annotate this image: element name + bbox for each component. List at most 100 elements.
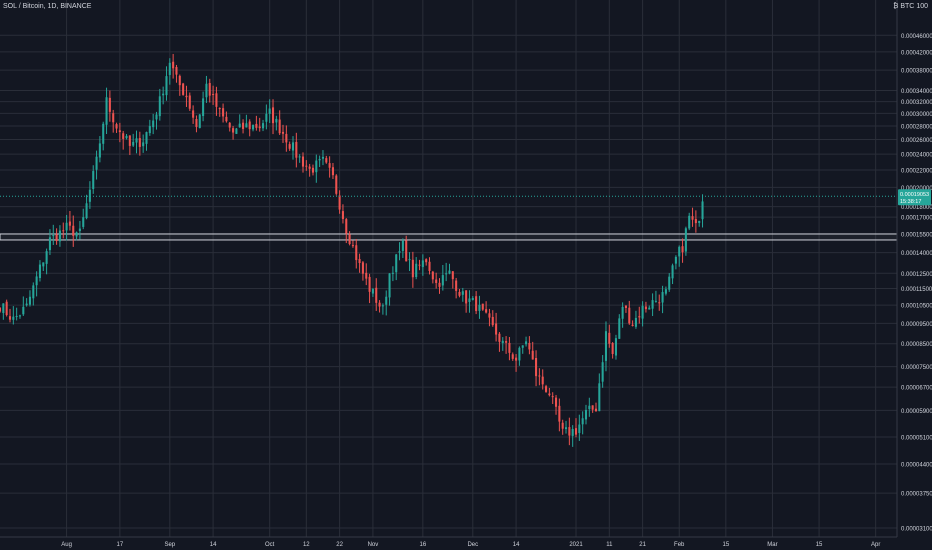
candle-body: [198, 114, 201, 128]
candle-body: [418, 264, 421, 266]
candle-body: [18, 315, 22, 317]
candle-body: [465, 290, 468, 304]
candle-body: [72, 225, 75, 236]
time-tick-label: Feb: [674, 542, 685, 548]
time-tick-label: Sep: [164, 542, 175, 548]
candle-body: [508, 342, 511, 353]
candle-body: [448, 270, 451, 274]
time-tick-label: Dec: [467, 542, 478, 548]
candle-body: [98, 143, 101, 158]
price-axis[interactable]: 0.00003100 0.00003750 0.00004400 0.00005100…: [896, 0, 932, 537]
candle-body: [348, 234, 351, 245]
price-tick-label: 0.00024000: [901, 153, 932, 159]
candle-body: [551, 396, 554, 398]
price-tick-label: 0.00003750: [901, 492, 932, 498]
candle-body: [691, 216, 694, 220]
candle-body: [654, 300, 657, 302]
time-tick-label: 14: [513, 542, 520, 548]
candle-body: [521, 345, 524, 348]
candle-body: [341, 211, 344, 219]
price-tick-label: 0.00010500: [901, 304, 932, 310]
candle-body: [591, 405, 594, 410]
candle-body: [271, 107, 275, 124]
candle-body: [611, 343, 614, 354]
candle-body: [235, 128, 238, 134]
candle-body: [301, 156, 305, 167]
candle-body: [568, 427, 571, 436]
candle-body: [681, 246, 684, 253]
currency-label: ₿ BTC: [893, 3, 915, 10]
candle-body: [178, 75, 181, 86]
candle-body: [335, 175, 338, 194]
candle-body: [202, 98, 205, 117]
price-tick-label: 0.00030000: [901, 112, 932, 118]
time-tick-label: 15: [722, 542, 729, 548]
candle-body: [315, 160, 318, 173]
price-tick-label: 0.00007500: [901, 365, 932, 371]
candle-body: [345, 219, 348, 234]
time-tick-label: 14: [210, 542, 217, 548]
candle-body: [88, 189, 91, 202]
candle-body: [698, 220, 701, 223]
time-tick-label: 2021: [569, 542, 583, 548]
candle-body: [48, 237, 51, 251]
time-tick-label: 22: [336, 542, 343, 548]
candle-body: [142, 142, 145, 147]
candle-body: [684, 228, 687, 252]
candle-body: [108, 97, 111, 112]
candle-body: [678, 246, 681, 257]
candle-body: [381, 305, 384, 307]
candle-body: [578, 424, 581, 433]
candle-body: [401, 240, 404, 251]
candle-body: [471, 297, 474, 301]
candle-body: [222, 108, 225, 117]
candle-body: [228, 122, 231, 128]
candle-body: [498, 333, 501, 342]
candle-body: [105, 97, 108, 125]
candle-body: [58, 230, 61, 242]
horizontal-zone[interactable]: [0, 233, 898, 241]
candle-body: [281, 131, 285, 134]
candle-body: [468, 298, 471, 302]
price-tick-label: 0.00003100: [901, 526, 932, 532]
candle-body: [538, 375, 541, 377]
price-tick-label: 0.00034000: [901, 89, 932, 95]
candle-body: [275, 118, 278, 123]
candle-body: [638, 316, 641, 318]
candle-body: [694, 219, 697, 224]
candle-body: [428, 261, 431, 271]
candle-body: [618, 318, 621, 339]
candle-body: [564, 427, 568, 430]
price-tick-label: 0.00017000: [901, 216, 932, 222]
candle-body: [541, 376, 544, 385]
symbol-label[interactable]: SOL / Bitcoin, 1D, BINANCE: [3, 3, 92, 10]
price-tick-label: 0.00008500: [901, 342, 932, 348]
candle-body: [628, 307, 631, 324]
candle-body: [321, 156, 324, 159]
candle-body: [445, 273, 448, 275]
candle-body: [15, 315, 18, 317]
candle-body: [192, 110, 195, 118]
candle-body: [408, 259, 411, 261]
candle-body: [435, 279, 438, 283]
candle-body: [405, 240, 408, 262]
candle-body: [355, 245, 358, 261]
candle-body: [614, 338, 617, 356]
candle-body: [162, 93, 165, 96]
candle-body: [298, 156, 301, 158]
candle-body: [481, 303, 484, 310]
candle-body: [331, 167, 334, 176]
candle-body: [518, 347, 521, 361]
price-scale-header[interactable]: ₿ BTC 100: [893, 3, 928, 10]
candle-body: [674, 256, 677, 264]
candle-body: [671, 265, 674, 279]
candle-body: [688, 215, 691, 229]
candle-body: [242, 122, 245, 129]
time-axis[interactable]: Aug 17 Sep 14 Oct 12 22 Nov 16 Dec 14 2021 11 21 Feb 15…: [0, 536, 897, 548]
countdown-value: 15:38:17: [900, 199, 921, 205]
support-zone[interactable]: [0, 233, 898, 241]
time-tick-label: Aug: [61, 542, 72, 548]
candle-body: [78, 228, 81, 231]
